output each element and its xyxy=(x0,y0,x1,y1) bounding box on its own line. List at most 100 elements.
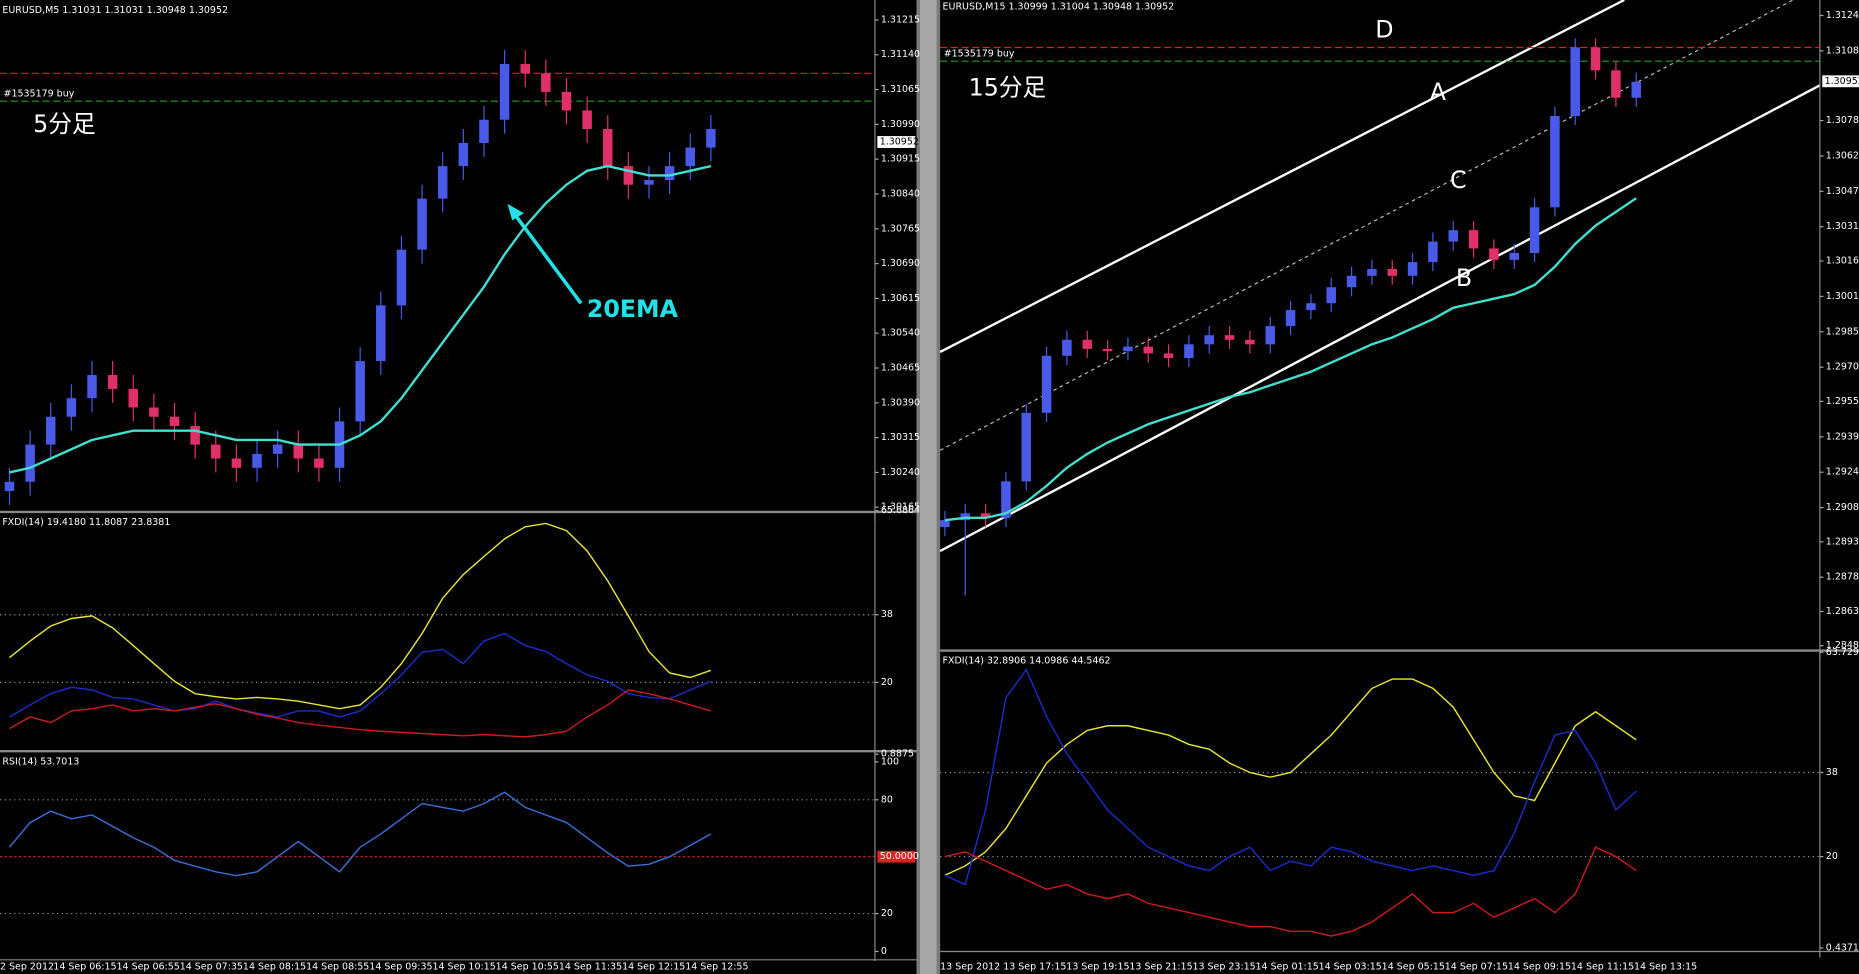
x-tick-label: 13 Sep 21:15 xyxy=(1129,961,1192,972)
candle-body xyxy=(706,129,716,148)
bid-box xyxy=(877,136,916,148)
y-tick-label: 1.30780 xyxy=(1826,115,1859,126)
ema-line xyxy=(944,197,1637,522)
candle-body xyxy=(396,249,407,306)
x-tick-label: 13 Sep 19:15 xyxy=(1066,961,1129,972)
y-tick-label: 100 xyxy=(881,756,899,767)
candle-body xyxy=(190,426,200,445)
y-tick-label: 1.30690 xyxy=(881,258,920,269)
candle-body xyxy=(541,73,551,92)
candle-body xyxy=(644,180,654,185)
annotation: C xyxy=(1450,166,1467,194)
candle-body xyxy=(1285,310,1296,327)
arrow-head xyxy=(507,203,525,221)
y-tick-label: 1.29395 xyxy=(1826,431,1859,442)
candle-body xyxy=(520,64,530,74)
indicator-line xyxy=(944,678,1637,876)
candle-body xyxy=(107,374,118,389)
y-tick-label: 1.30765 xyxy=(881,223,920,234)
order-label: #1535179 buy xyxy=(4,89,75,100)
candle-body xyxy=(1570,47,1580,116)
channel-mid[interactable] xyxy=(939,0,1820,451)
candle-body xyxy=(1590,47,1601,71)
x-tick-label: 14 Sep 10:55 xyxy=(496,961,559,972)
x-tick-label: 14 Sep 07:35 xyxy=(180,961,243,972)
ema-line xyxy=(9,164,712,474)
y-tick-label: 1.30915 xyxy=(881,154,920,165)
candle-body xyxy=(437,166,448,199)
candle-body xyxy=(87,374,97,399)
candle-body xyxy=(1062,339,1072,356)
candle-body xyxy=(479,119,489,143)
y-tick-label: 1.30990 xyxy=(881,119,920,130)
bid-label: 1.30952 xyxy=(880,137,919,148)
candle-body xyxy=(293,444,304,459)
indicator-line xyxy=(8,791,712,877)
y-tick-label: 1.30165 xyxy=(881,502,920,513)
candle-body xyxy=(980,513,991,518)
candle-body xyxy=(1468,230,1479,249)
scrollbar[interactable] xyxy=(920,0,937,974)
y-tick-label: 1.31065 xyxy=(881,84,920,95)
candle-body xyxy=(1082,339,1092,349)
midline-box xyxy=(877,850,916,863)
x-tick-label: 14 Sep 06:15 xyxy=(53,961,116,972)
candle-body xyxy=(664,166,675,181)
candle-body xyxy=(561,91,572,111)
candle-body xyxy=(1448,230,1458,242)
x-tick-label: 14 Sep 06:55 xyxy=(117,961,180,972)
y-tick-label: 1.30465 xyxy=(881,363,920,374)
candle-body xyxy=(1407,262,1418,276)
candle-body xyxy=(46,416,56,445)
candle-body xyxy=(1631,81,1641,98)
x-tick-label: 14 Sep 12:55 xyxy=(685,961,748,972)
annotation: A xyxy=(1430,78,1446,106)
y-tick-label: 1.30390 xyxy=(881,397,920,408)
y-tick-label: 1.29855 xyxy=(1826,326,1859,337)
y-tick-label: 1.28780 xyxy=(1826,572,1859,583)
panel-header: FXDI(14) 19.4180 11.8087 23.8381 xyxy=(2,517,170,528)
x-tick-label: 14 Sep 09:15 xyxy=(1508,961,1571,972)
candle-body xyxy=(1184,344,1194,359)
y-tick-label: 65.6864 xyxy=(881,505,920,516)
candle-body xyxy=(66,398,77,417)
y-tick-label: 0.4371 xyxy=(1826,942,1859,953)
x-tick-label: 14 Sep 03:15 xyxy=(1319,961,1382,972)
candle-body xyxy=(1509,252,1519,260)
x-tick-label: 14 Sep 13:15 xyxy=(1634,961,1697,972)
panel-header: FXDI(14) 32.8906 14.0986 44.5462 xyxy=(943,656,1111,667)
candle-body xyxy=(1265,326,1275,345)
midline-label: 50.0000 xyxy=(880,851,919,862)
annotation: 5分足 xyxy=(33,110,95,138)
indicator-line xyxy=(944,846,1637,937)
trendline-b[interactable] xyxy=(939,84,1821,553)
candle-body xyxy=(355,361,365,422)
y-tick-label: 1.29700 xyxy=(1826,362,1859,373)
candle-body xyxy=(1306,303,1316,311)
candle-body xyxy=(4,481,15,491)
trendline-a[interactable] xyxy=(939,0,1625,353)
candle-body xyxy=(1489,248,1499,260)
order-label: #1535179 buy xyxy=(944,49,1015,60)
candle-body xyxy=(376,305,386,362)
candle-body xyxy=(314,458,324,468)
x-tick-label: 14 Sep 07:15 xyxy=(1445,961,1508,972)
candle-body xyxy=(417,198,427,250)
y-tick-label: 20 xyxy=(1826,851,1838,862)
x-tick-label: 13 Sep 2012 xyxy=(940,961,1000,972)
x-tick-label: 14 Sep 11:35 xyxy=(559,961,622,972)
candle-body xyxy=(252,453,262,468)
candle-body xyxy=(940,520,950,527)
y-tick-label: 1.30240 xyxy=(881,467,920,478)
y-tick-label: 1.30470 xyxy=(1826,186,1859,197)
candle-body xyxy=(1387,268,1397,276)
x-tick-label: 13 Sep 23:15 xyxy=(1192,961,1255,972)
y-tick-label: 1.31240 xyxy=(1826,10,1859,21)
panel-header: EURUSD,M15 1.30999 1.31004 1.30948 1.309… xyxy=(943,2,1175,13)
y-tick-label: 0 xyxy=(881,946,887,957)
annotation: 20EMA xyxy=(587,295,679,323)
candle-body xyxy=(1326,287,1336,304)
candle-body xyxy=(272,444,283,454)
y-tick-label: 1.30615 xyxy=(881,293,920,304)
indicator-line xyxy=(9,522,712,710)
